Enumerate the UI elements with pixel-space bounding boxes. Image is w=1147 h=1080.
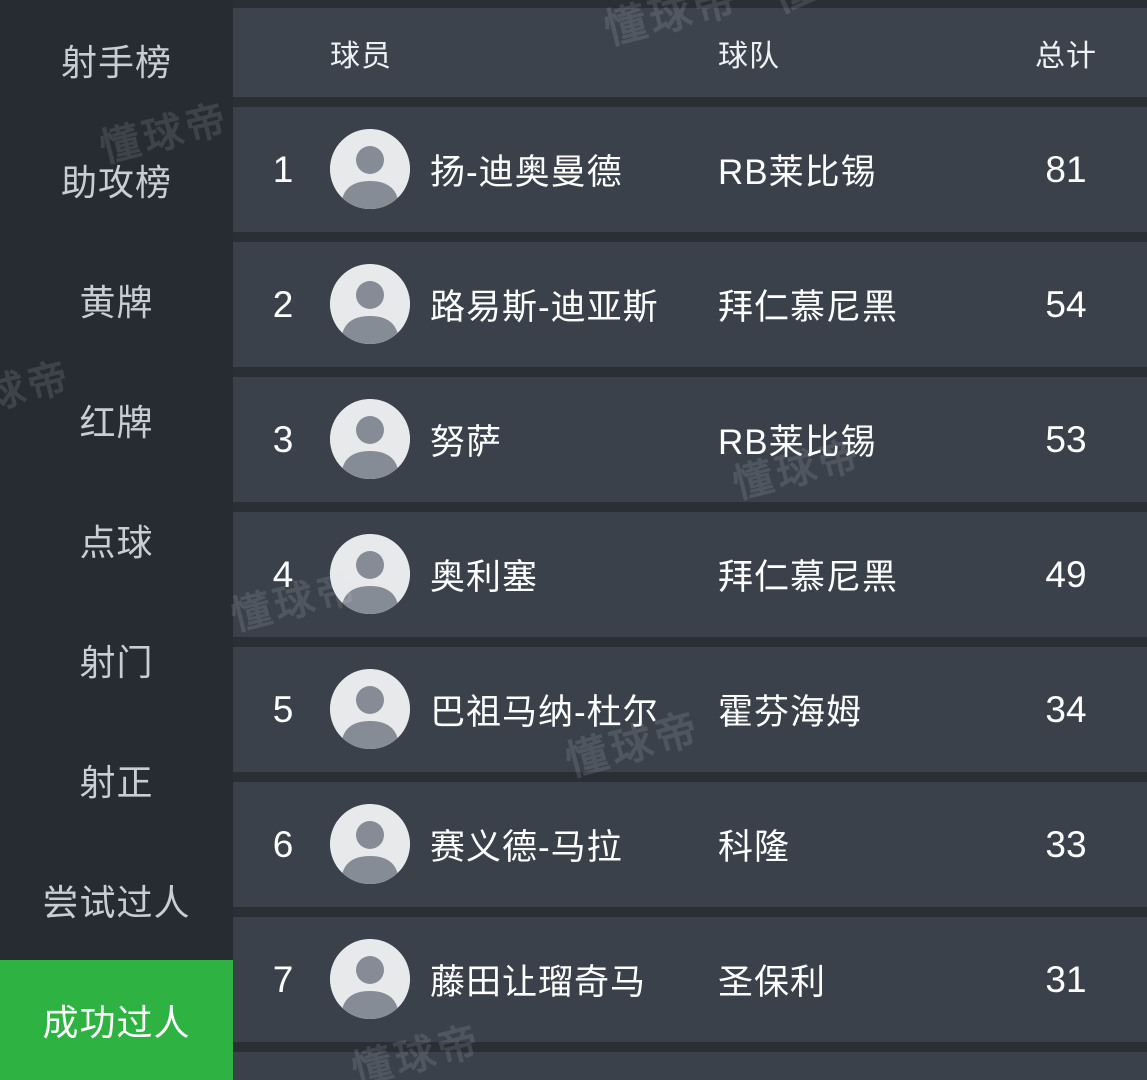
rank-value: 4 bbox=[272, 553, 294, 595]
rank-value: 5 bbox=[272, 688, 294, 730]
table-row[interactable]: 7 藤田让瑠奇马 圣保利 31 bbox=[233, 917, 1147, 1042]
player-avatar bbox=[330, 129, 410, 209]
table-row[interactable]: 1 扬-迪奥曼德 RB莱比锡 81 bbox=[233, 107, 1147, 232]
leaderboard-table: 球员 球队 总计 1 扬-迪奥曼德 RB莱比锡 81 2 路易斯-迪亚斯 拜仁慕… bbox=[233, 0, 1147, 1080]
player-avatar bbox=[330, 939, 410, 1019]
team-name: 圣保利 bbox=[718, 963, 827, 1002]
table-row[interactable]: 5 巴祖马纳-杜尔 霍芬海姆 34 bbox=[233, 647, 1147, 772]
sidebar-item-yellow-cards[interactable]: 黄牌 bbox=[0, 240, 233, 360]
player-name: 扬-迪奥曼德 bbox=[430, 153, 623, 192]
sidebar-item-shots[interactable]: 射门 bbox=[0, 600, 233, 720]
player-avatar bbox=[330, 534, 410, 614]
sidebar-item-label: 射手榜 bbox=[60, 42, 172, 83]
total-value: 33 bbox=[1045, 823, 1087, 865]
column-header-team: 球队 bbox=[718, 39, 780, 73]
table-header-row: 球员 球队 总计 bbox=[233, 8, 1147, 97]
rank-value: 1 bbox=[272, 148, 294, 190]
sidebar-item-attempted-dribbles[interactable]: 尝试过人 bbox=[0, 840, 233, 960]
sidebar-item-shots-on-target[interactable]: 射正 bbox=[0, 720, 233, 840]
table-row[interactable]: 3 努萨 RB莱比锡 53 bbox=[233, 377, 1147, 502]
team-name: RB莱比锡 bbox=[718, 423, 877, 462]
player-name: 藤田让瑠奇马 bbox=[430, 963, 647, 1002]
total-value: 81 bbox=[1045, 148, 1087, 190]
player-avatar bbox=[330, 669, 410, 749]
sidebar-item-label: 成功过人 bbox=[42, 1002, 191, 1043]
sidebar-item-top-scorers[interactable]: 射手榜 bbox=[0, 0, 233, 120]
table-row[interactable]: 4 奥利塞 拜仁慕尼黑 49 bbox=[233, 512, 1147, 637]
rank-value: 2 bbox=[272, 283, 294, 325]
sidebar-item-red-cards[interactable]: 红牌 bbox=[0, 360, 233, 480]
player-name: 巴祖马纳-杜尔 bbox=[430, 693, 659, 732]
total-value: 31 bbox=[1045, 958, 1087, 1000]
team-name: 拜仁慕尼黑 bbox=[718, 288, 899, 327]
table-row-partial bbox=[233, 1052, 1147, 1080]
team-name: RB莱比锡 bbox=[718, 153, 877, 192]
rank-value: 3 bbox=[272, 418, 294, 460]
rank-value: 7 bbox=[272, 958, 294, 1000]
player-name: 奥利塞 bbox=[430, 558, 539, 597]
total-value: 49 bbox=[1045, 553, 1087, 595]
sidebar-item-penalties[interactable]: 点球 bbox=[0, 480, 233, 600]
total-value: 54 bbox=[1045, 283, 1087, 325]
sidebar-item-successful-dribbles-active[interactable]: 成功过人 bbox=[0, 960, 233, 1080]
player-name: 路易斯-迪亚斯 bbox=[430, 288, 659, 327]
sidebar-item-label: 点球 bbox=[79, 522, 154, 563]
sidebar-item-label: 尝试过人 bbox=[42, 882, 191, 923]
column-header-player: 球员 bbox=[330, 39, 392, 73]
rank-value: 6 bbox=[272, 823, 294, 865]
sidebar-item-assists[interactable]: 助攻榜 bbox=[0, 120, 233, 240]
stats-category-sidebar: 射手榜 助攻榜 黄牌 红牌 点球 射门 射正 尝试过人 成功过人 bbox=[0, 0, 233, 1080]
table-row[interactable]: 6 赛义德-马拉 科隆 33 bbox=[233, 782, 1147, 907]
team-name: 拜仁慕尼黑 bbox=[718, 558, 899, 597]
player-name: 赛义德-马拉 bbox=[430, 828, 623, 867]
player-avatar bbox=[330, 804, 410, 884]
table-row[interactable]: 2 路易斯-迪亚斯 拜仁慕尼黑 54 bbox=[233, 242, 1147, 367]
sidebar-item-label: 助攻榜 bbox=[60, 162, 172, 203]
team-name: 霍芬海姆 bbox=[718, 693, 863, 732]
column-header-total: 总计 bbox=[1035, 39, 1097, 73]
total-value: 53 bbox=[1045, 418, 1087, 460]
sidebar-item-label: 黄牌 bbox=[79, 282, 154, 323]
team-name: 科隆 bbox=[718, 828, 791, 867]
player-avatar bbox=[330, 264, 410, 344]
sidebar-item-label: 射正 bbox=[79, 762, 154, 803]
sidebar-item-label: 红牌 bbox=[79, 402, 154, 443]
player-avatar bbox=[330, 399, 410, 479]
total-value: 34 bbox=[1045, 688, 1087, 730]
sidebar-item-label: 射门 bbox=[79, 642, 154, 683]
player-name: 努萨 bbox=[430, 423, 503, 462]
